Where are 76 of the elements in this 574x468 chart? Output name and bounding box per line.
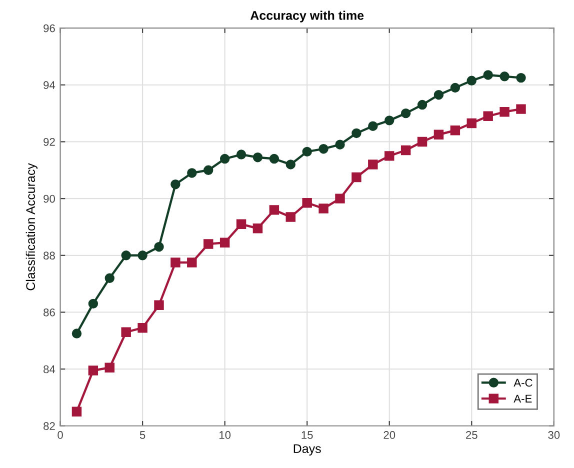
y-tick-label: 88 xyxy=(44,252,55,260)
point xyxy=(220,238,230,248)
x-tick-label: 0 xyxy=(58,431,63,439)
x-axis-title: Days xyxy=(294,444,321,456)
point xyxy=(434,130,444,140)
point xyxy=(204,239,214,249)
point xyxy=(72,406,82,417)
y-tick-label: 82 xyxy=(44,422,55,430)
y-tick-label: 92 xyxy=(44,138,55,146)
y-tick-label: 84 xyxy=(44,365,56,374)
point xyxy=(318,144,328,154)
point xyxy=(252,224,263,234)
point xyxy=(516,104,526,114)
point xyxy=(368,160,378,170)
point xyxy=(483,111,493,122)
point xyxy=(335,194,345,204)
point xyxy=(302,198,312,208)
y-tick-label: 86 xyxy=(44,308,55,316)
point xyxy=(352,128,362,138)
point xyxy=(400,145,411,156)
point xyxy=(187,258,197,268)
point xyxy=(516,72,526,83)
point xyxy=(236,219,246,229)
point xyxy=(384,116,394,126)
point xyxy=(483,70,493,80)
y-tick-label: 90 xyxy=(44,194,55,203)
x-tick-label: 30 xyxy=(548,431,560,439)
point xyxy=(236,150,246,160)
point xyxy=(500,72,510,82)
x-tick-label: 20 xyxy=(384,431,396,439)
point xyxy=(170,258,180,268)
point xyxy=(352,172,362,182)
legend-label: A-E xyxy=(514,394,532,402)
point xyxy=(138,250,148,260)
point xyxy=(154,300,164,310)
x-tick-label: 15 xyxy=(302,431,313,439)
point xyxy=(220,154,230,164)
y-tick-label: 96 xyxy=(44,24,55,32)
point xyxy=(269,205,280,215)
point xyxy=(417,136,428,147)
point xyxy=(121,327,131,337)
point xyxy=(450,82,460,93)
point xyxy=(72,328,82,338)
chart-title: Accuracy with time xyxy=(250,10,364,22)
point xyxy=(138,322,148,333)
x-tick-label: 25 xyxy=(466,431,478,439)
point xyxy=(88,298,98,309)
point xyxy=(252,152,263,162)
point xyxy=(466,118,476,128)
point xyxy=(500,107,510,117)
point xyxy=(302,146,312,157)
y-tick-label: 94 xyxy=(44,81,56,90)
point xyxy=(466,76,476,86)
point xyxy=(335,140,345,150)
point xyxy=(434,90,444,100)
x-tick-label: 5 xyxy=(140,431,146,439)
point xyxy=(154,242,164,252)
point xyxy=(88,366,98,376)
point xyxy=(318,204,328,214)
point xyxy=(384,151,394,161)
point xyxy=(450,126,460,136)
point xyxy=(368,121,378,131)
point xyxy=(104,362,114,372)
point xyxy=(204,165,214,176)
x-tick-label: 10 xyxy=(219,431,231,439)
point xyxy=(170,179,180,190)
legend-label: A-C xyxy=(514,378,532,387)
point xyxy=(104,273,114,283)
point xyxy=(269,154,280,164)
point xyxy=(400,108,411,118)
point xyxy=(187,168,197,178)
point xyxy=(121,250,131,260)
point xyxy=(417,100,428,110)
y-axis-title: Classification Accuracy xyxy=(26,163,38,290)
point xyxy=(286,160,296,170)
point xyxy=(286,212,296,222)
